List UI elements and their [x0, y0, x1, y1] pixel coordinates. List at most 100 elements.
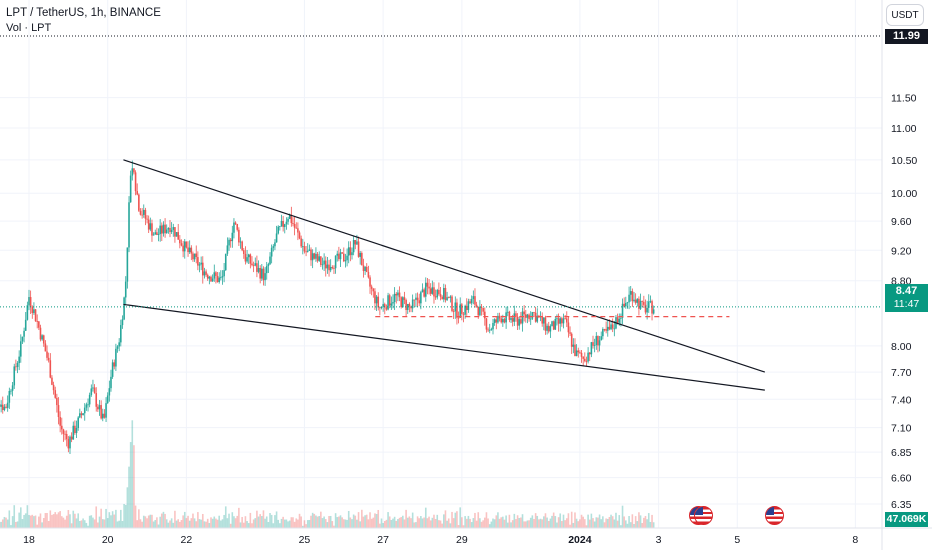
volume-bar — [626, 523, 629, 528]
candle-body — [18, 356, 20, 364]
candle-body — [577, 350, 580, 353]
candle-body — [438, 289, 440, 295]
volume-bar — [357, 512, 360, 528]
candle-body — [306, 250, 309, 252]
candle-body — [616, 317, 619, 323]
volume-bar — [182, 515, 184, 528]
candle-body — [177, 232, 180, 240]
volume-bar — [3, 516, 6, 528]
volume-bar — [297, 519, 299, 528]
candle-body — [38, 321, 40, 328]
candle-body — [233, 222, 235, 233]
chart-drawings[interactable] — [0, 35, 882, 391]
candle-body — [270, 247, 273, 257]
volume-bar — [549, 518, 552, 528]
candle-body — [451, 296, 453, 312]
volume-bar — [79, 521, 81, 528]
candle-body — [562, 318, 565, 324]
volume-bar — [23, 514, 25, 528]
volume-bar — [295, 518, 298, 528]
time-axis[interactable]: 18 20 22 25 27 29 2024 3 5 8 — [0, 527, 932, 546]
candle-body — [293, 224, 296, 228]
candle-body — [488, 329, 491, 331]
volume-bar — [562, 514, 565, 528]
candle-body — [643, 301, 645, 305]
candle-body — [151, 223, 153, 236]
candle-body — [305, 251, 307, 253]
volume-bar — [190, 518, 193, 528]
volume-bar — [113, 514, 116, 528]
candle-body — [464, 305, 466, 315]
volume-bar — [490, 521, 493, 528]
candle-body — [549, 326, 552, 332]
candle-body — [82, 413, 84, 416]
volume-bar — [302, 525, 304, 528]
volume-bar — [510, 522, 512, 528]
candle-body — [298, 232, 301, 239]
candle-body — [6, 402, 9, 408]
candle-body — [331, 267, 334, 269]
candle-body — [625, 303, 627, 307]
volume-bar — [398, 517, 401, 528]
currency-button[interactable]: USDT — [886, 4, 924, 26]
candle-body — [147, 219, 150, 230]
candle-body — [203, 271, 206, 276]
volume-bar — [267, 522, 270, 528]
candle-body — [65, 434, 68, 440]
volume-bar — [579, 519, 581, 528]
volume-bar — [528, 520, 530, 528]
us-flag-event-icon[interactable] — [765, 506, 784, 525]
candle-body — [543, 317, 545, 324]
volume-bar — [561, 521, 563, 528]
candle-body — [83, 407, 86, 414]
candle-body — [400, 297, 402, 308]
volume-bar — [341, 517, 343, 528]
candle-body — [190, 247, 193, 254]
candle-body — [597, 336, 599, 346]
volume-bar — [39, 513, 42, 528]
candle-body — [129, 175, 132, 203]
candle-body — [606, 326, 609, 331]
volume-bar — [87, 525, 89, 528]
candle-body — [454, 302, 457, 312]
volume-bar — [239, 522, 242, 528]
candle-body — [531, 312, 534, 319]
candle-body — [333, 268, 335, 269]
candle-body — [595, 336, 598, 346]
volume-indicator-label: Vol · LPT — [6, 22, 52, 34]
candle-body — [234, 222, 237, 224]
volume-bar — [211, 518, 214, 528]
volume-bar — [377, 509, 380, 528]
volume-bar — [246, 521, 248, 528]
volume-bar — [590, 513, 593, 528]
volume-bar — [65, 515, 68, 528]
volume-bar — [315, 515, 317, 528]
price-axis[interactable]: 11.5011.0010.5010.009.609.208.808.007.70… — [881, 0, 917, 550]
candle-body — [170, 229, 173, 233]
volume-bar — [156, 517, 158, 528]
us-flag-event-icon[interactable] — [694, 506, 713, 525]
volume-bar — [70, 523, 73, 528]
volume-bar — [161, 513, 163, 528]
candle-body — [572, 344, 575, 347]
volume-bar — [651, 514, 653, 528]
candle-body — [408, 303, 411, 307]
candle-body — [269, 256, 271, 265]
candle-body — [36, 321, 38, 322]
volume-bar — [242, 522, 245, 528]
volume-bar — [361, 509, 363, 528]
candle-body — [347, 247, 350, 256]
candle-body — [21, 336, 24, 342]
volume-bar — [80, 520, 83, 528]
volume-bar — [647, 513, 650, 528]
volume-bar — [406, 517, 409, 528]
volume-bar — [439, 520, 442, 528]
candle-body — [290, 214, 293, 224]
candle-body — [600, 336, 603, 341]
candle-body — [444, 287, 447, 301]
candle-body — [252, 265, 255, 266]
volume-bar — [538, 519, 540, 528]
candle-body — [651, 301, 653, 314]
candle-body — [62, 429, 65, 434]
